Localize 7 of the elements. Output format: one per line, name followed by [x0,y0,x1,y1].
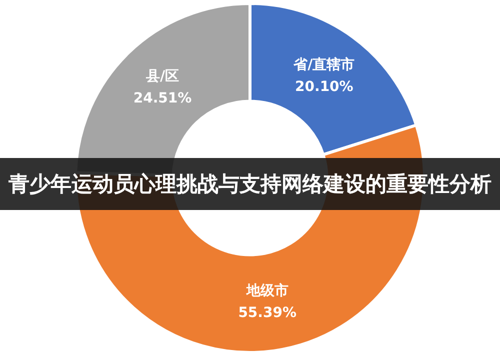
text: 青少年运动员心理挑战与支持网络建设的重要性分析 [0,158,500,210]
slice-label: 地级市 [245,282,288,300]
slice-label: 省/直辖市 [292,56,355,74]
data-label: 20.10% [295,79,354,96]
slice-label: 县/区 [144,68,180,84]
data-label: 24.51% [133,90,192,106]
data-label: 55.39% [238,305,297,322]
